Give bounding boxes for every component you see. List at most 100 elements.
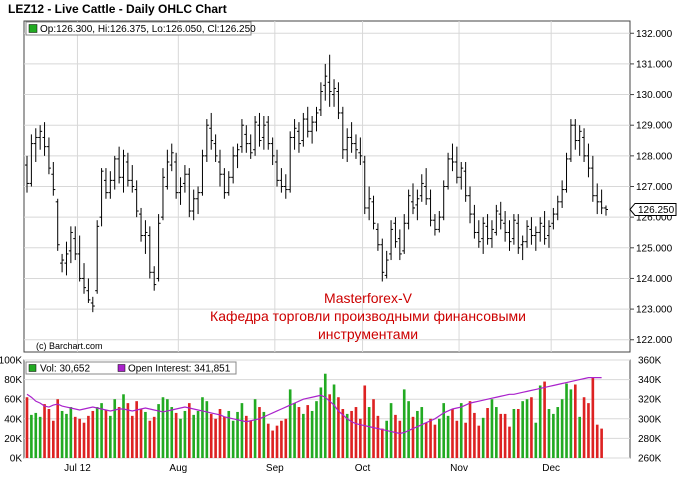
volume-bar [354,407,358,458]
ohlc-bar [384,250,389,279]
volume-bar [179,418,182,458]
volume-bar [376,415,380,458]
ohlc-bar [222,168,227,199]
ohlc-bar [244,125,249,153]
ohlc-bar [560,180,565,208]
ohlc-bar [503,211,508,242]
ohlc-bar [468,186,473,224]
volume-bar [495,407,498,458]
ohlc-bar [301,112,306,147]
volume-bar [170,407,174,458]
volume-bar [464,422,467,458]
ohlc-bar [239,119,244,153]
volume-bar [91,410,95,458]
ohlc-bar [446,152,451,190]
volume-bar [201,397,204,458]
volume-bar [183,410,187,458]
oi-tick-label: 360K [638,356,662,367]
ohlc-bar [279,168,284,193]
ohlc-bar [296,122,301,153]
volume-bar [284,418,288,458]
volume-bar [451,409,454,458]
annotation-line-3: инструментами [318,326,418,342]
volume-bar [227,410,231,458]
volume-bar [429,418,432,458]
volume-bar [25,397,29,458]
volume-bar [547,409,551,458]
ohlc-bar [218,149,222,187]
x-tick-label: Aug [169,463,187,474]
oi-tick-label: 280K [638,434,662,445]
volume-bar [363,385,367,458]
ohlc-bar [204,119,209,162]
volume-bar [65,413,68,458]
price-tick-label: 127.000 [636,182,673,193]
ohlc-bar [231,146,236,184]
volume-bar [420,407,424,458]
ohlc-bar [60,253,65,273]
volume-tick-label: 40K [4,414,22,425]
volume-bar [30,414,33,458]
ohlc-bar [349,122,354,153]
ohlc-bar [389,220,394,261]
volume-bar [416,410,419,458]
volume-gridlines [24,359,630,459]
volume-bar [126,403,130,458]
ohlc-bar [196,186,201,215]
price-gridlines [24,32,630,341]
ohlc-bar [507,220,512,251]
ohlc-bar [441,180,446,221]
volume-bar [587,403,590,458]
volume-bar [332,384,336,458]
open-interest-line [26,377,602,435]
volume-bar [345,413,349,458]
ohlc-bar [77,235,82,282]
volume-bar [214,418,217,458]
volume-bar [319,387,323,458]
volume-bar [47,409,51,458]
oi-tick-label: 300K [638,414,662,425]
volume-bar [350,410,353,458]
volume-bar [530,397,533,458]
x-axis-labels: Jul 12 Aug Sep Oct Nov Dec [64,463,560,474]
volume-bar [473,412,476,458]
volume-bar [521,401,524,458]
volume-bar [486,408,489,458]
vol-legend-label: Vol: 30,652 [40,364,90,375]
ohlc-bar [257,112,262,147]
ohlc-bar [99,168,104,227]
ohlc-bar [459,161,464,190]
ohlc-bar [432,214,437,236]
ohlc-bar [520,235,525,261]
ohlc-bar [533,226,538,251]
ohlc-bar [568,119,573,162]
volume-bar [100,403,103,458]
ohlc-bar [525,220,530,248]
volume-bar [310,410,314,458]
volume-bar [157,404,160,458]
volume-bar [78,418,81,458]
volume-bar [508,426,511,458]
volume-bar [578,416,581,458]
volume-bar [459,403,463,458]
ohlc-bar [25,155,29,193]
ohlc-bar [476,220,481,248]
ohlc-bar [42,122,47,156]
volume-bar [253,399,257,458]
price-tick-label: 129.000 [636,121,673,132]
volume-bar [512,409,516,458]
ohlc-bar [529,217,534,245]
ohlc-bar [546,220,551,248]
price-tick-label: 131.000 [636,59,673,70]
ohlc-bar [437,211,442,233]
ohlc-bar [160,168,165,221]
volume-bar [271,430,274,458]
volume-bar [192,414,195,458]
volume-bar [569,389,573,458]
volume-bar [205,401,209,458]
oi-legend-label: Open Interest: 341,851 [128,364,231,375]
ohlc-bar [424,168,429,205]
ohlc-bar [406,189,411,230]
volume-tick-label: 60K [4,395,22,406]
volume-bar [398,420,402,458]
